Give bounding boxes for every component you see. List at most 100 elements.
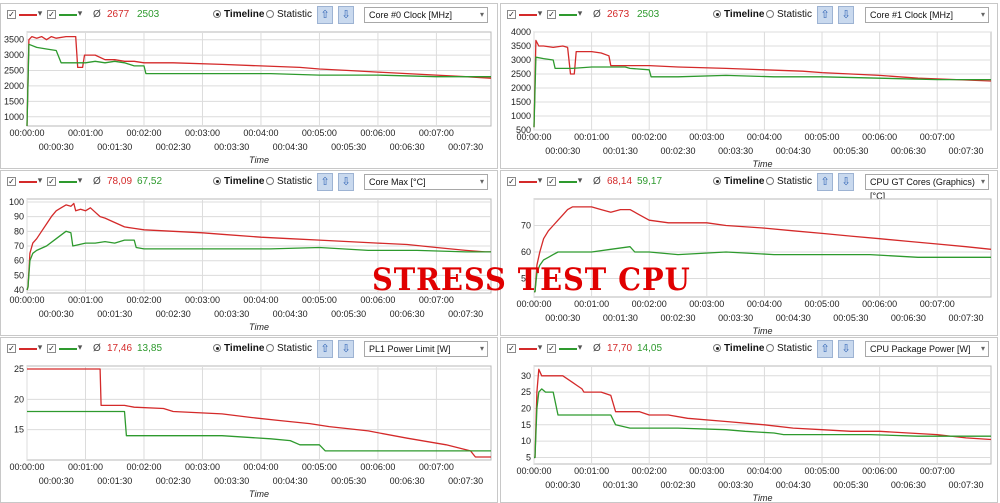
series2-dropdown-icon[interactable]: ▾ — [77, 343, 83, 353]
sensor-select[interactable]: Core #0 Clock [MHz] ▾ — [364, 7, 488, 23]
statistic-radio[interactable]: Statistic — [766, 343, 812, 354]
x-tick-label: 00:04:30 — [776, 313, 811, 323]
sensor-select[interactable]: CPU Package Power [W] ▾ — [865, 341, 989, 357]
series1-dropdown-icon[interactable]: ▾ — [37, 176, 43, 186]
series1-dropdown-icon[interactable]: ▾ — [537, 9, 543, 19]
series1-dropdown-icon[interactable]: ▾ — [37, 343, 43, 353]
timeline-radio-dot — [713, 177, 721, 185]
x-tick-label: 00:03:00 — [185, 462, 220, 472]
series1-average: 17,70 — [607, 343, 633, 354]
up-arrow-button[interactable]: ⇧ — [817, 6, 833, 24]
x-tick-label: 00:00:30 — [545, 313, 580, 323]
series-2-line — [533, 56, 991, 128]
series2-dropdown-icon[interactable]: ▾ — [77, 176, 83, 186]
series-2-line — [27, 410, 491, 452]
y-tick-label: 30 — [521, 371, 531, 381]
sensor-select[interactable]: PL1 Power Limit [W] ▾ — [364, 341, 488, 357]
statistic-radio[interactable]: Statistic — [266, 9, 312, 20]
series2-dropdown-icon[interactable]: ▾ — [577, 343, 583, 353]
x-tick-label: 00:00:30 — [39, 142, 74, 152]
timeline-radio[interactable]: Timeline — [213, 9, 264, 20]
y-tick-label: 500 — [516, 125, 531, 135]
series2-average: 67,52 — [137, 176, 163, 187]
down-arrow-button[interactable]: ⇩ — [338, 6, 354, 24]
x-tick-label: 00:02:00 — [632, 132, 667, 142]
timeline-radio[interactable]: Timeline — [213, 343, 264, 354]
average-symbol: Ø — [593, 9, 601, 20]
down-arrow-button[interactable]: ⇩ — [338, 173, 354, 191]
series1-dropdown-icon[interactable]: ▾ — [537, 176, 543, 186]
x-tick-label: 00:03:30 — [214, 476, 249, 486]
series2-checkbox[interactable]: ✓ — [47, 177, 56, 186]
series2-checkbox[interactable]: ✓ — [547, 10, 556, 19]
series1-dropdown-icon[interactable]: ▾ — [537, 343, 543, 353]
up-arrow-button[interactable]: ⇧ — [317, 6, 333, 24]
series1-checkbox[interactable]: ✓ — [7, 344, 16, 353]
series2-dropdown-icon[interactable]: ▾ — [77, 9, 83, 19]
series2-dropdown-icon[interactable]: ▾ — [577, 176, 583, 186]
y-tick-label: 25 — [521, 387, 531, 397]
sensor-select-value: Core #0 Clock [MHz] — [369, 10, 453, 20]
down-arrow-button[interactable]: ⇩ — [838, 173, 854, 191]
statistic-radio-dot — [266, 344, 274, 352]
up-arrow-button[interactable]: ⇧ — [317, 340, 333, 358]
sensor-select[interactable]: Core #1 Clock [MHz] ▾ — [865, 7, 989, 23]
sensor-select[interactable]: CPU GT Cores (Graphics) [°C] ▾ — [865, 174, 989, 201]
series2-checkbox[interactable]: ✓ — [547, 344, 556, 353]
x-tick-label: 00:04:00 — [747, 466, 782, 476]
series2-checkbox[interactable]: ✓ — [547, 177, 556, 186]
x-tick-label: 00:04:00 — [747, 132, 782, 142]
statistic-radio[interactable]: Statistic — [266, 176, 312, 187]
x-axis-label: Time — [753, 326, 773, 335]
statistic-radio-dot — [266, 177, 274, 185]
timeline-label: Timeline — [224, 176, 265, 187]
x-tick-label: 00:01:30 — [603, 480, 638, 490]
series1-checkbox[interactable]: ✓ — [507, 344, 516, 353]
series2-dropdown-icon[interactable]: ▾ — [577, 9, 583, 19]
up-arrow-button[interactable]: ⇧ — [817, 173, 833, 191]
x-tick-label: 00:00:30 — [39, 476, 74, 486]
down-arrow-button[interactable]: ⇩ — [838, 340, 854, 358]
series1-dropdown-icon[interactable]: ▾ — [37, 9, 43, 19]
x-tick-label: 00:00:00 — [516, 132, 551, 142]
timeline-radio-dot — [213, 344, 221, 352]
up-arrow-button[interactable]: ⇧ — [817, 340, 833, 358]
timeline-label: Timeline — [224, 343, 265, 354]
series1-checkbox[interactable]: ✓ — [7, 10, 16, 19]
chart-panel: ✓ ▾ ✓ ▾ Ø 2677 2503 Timeline Statistic ⇧ ⇩ Core #0 … — [0, 3, 498, 169]
x-tick-label: 00:01:30 — [97, 142, 132, 152]
series-1-line — [534, 368, 992, 459]
y-tick-label: 2500 — [4, 66, 24, 76]
series-2-line — [534, 246, 991, 293]
series1-checkbox[interactable]: ✓ — [7, 177, 16, 186]
timeline-radio[interactable]: Timeline — [713, 176, 764, 187]
statistic-radio[interactable]: Statistic — [766, 9, 812, 20]
series1-color-swatch — [519, 181, 537, 183]
series1-color-swatch — [519, 14, 537, 16]
sensor-select[interactable]: Core Max [°C] ▾ — [364, 174, 488, 190]
timeline-radio[interactable]: Timeline — [213, 176, 264, 187]
y-tick-label: 1500 — [511, 97, 531, 107]
x-tick-label: 00:02:30 — [156, 142, 191, 152]
statistic-radio[interactable]: Statistic — [266, 343, 312, 354]
down-arrow-button[interactable]: ⇩ — [338, 340, 354, 358]
statistic-radio[interactable]: Statistic — [766, 176, 812, 187]
x-tick-label: 00:01:30 — [603, 146, 638, 156]
timeline-radio[interactable]: Timeline — [713, 9, 764, 20]
sensor-select-value: CPU Package Power [W] — [870, 344, 971, 354]
series2-checkbox[interactable]: ✓ — [47, 344, 56, 353]
up-arrow-button[interactable]: ⇧ — [317, 173, 333, 191]
y-tick-label: 40 — [14, 285, 24, 295]
x-tick-label: 00:06:30 — [891, 480, 926, 490]
timeline-radio[interactable]: Timeline — [713, 343, 764, 354]
x-tick-label: 00:02:00 — [126, 295, 161, 305]
down-arrow-button[interactable]: ⇩ — [838, 6, 854, 24]
series1-checkbox[interactable]: ✓ — [507, 177, 516, 186]
series1-checkbox[interactable]: ✓ — [507, 10, 516, 19]
x-tick-label: 00:01:00 — [574, 299, 609, 309]
statistic-radio-dot — [766, 10, 774, 18]
y-tick-label: 20 — [14, 394, 24, 404]
y-tick-label: 70 — [521, 220, 531, 230]
x-tick-label: 00:05:00 — [302, 295, 337, 305]
series2-checkbox[interactable]: ✓ — [47, 10, 56, 19]
